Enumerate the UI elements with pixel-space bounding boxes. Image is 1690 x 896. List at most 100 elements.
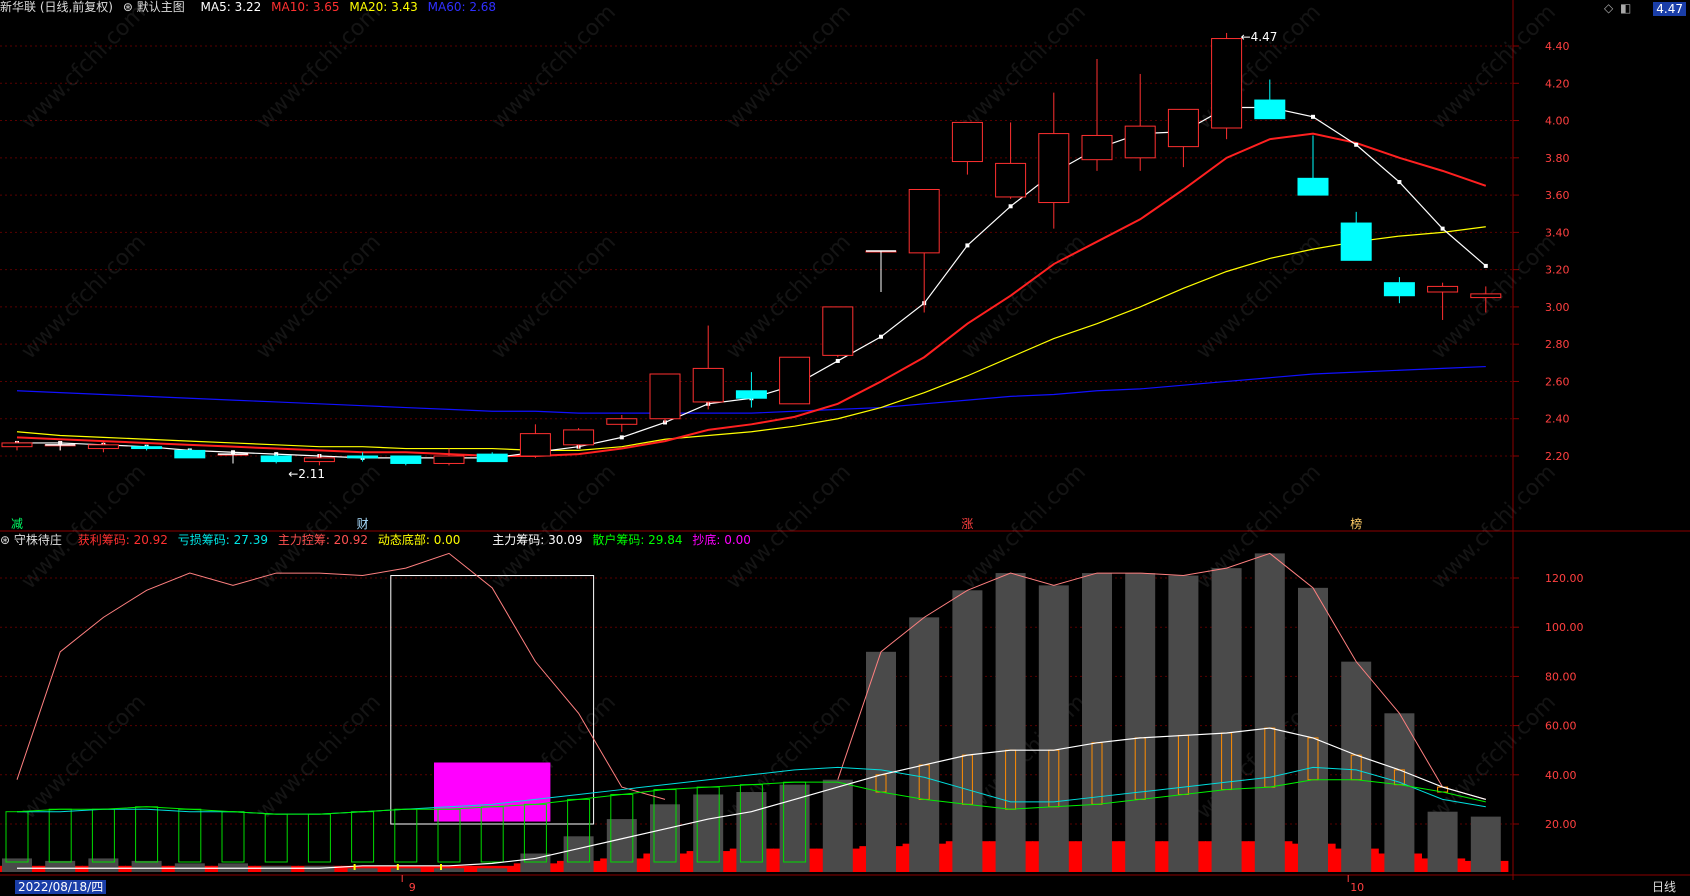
retail-chip-bar [91, 808, 115, 863]
price-tick-label: 3.20 [1545, 264, 1570, 277]
indicator-name[interactable]: ⊛ 守株待庄 [0, 533, 62, 547]
chip-volume-bar [520, 853, 551, 872]
candle-body [131, 446, 163, 450]
candle-body [347, 455, 379, 459]
candle-body [1, 442, 33, 448]
stock-title[interactable]: 新华联 (日线,前复权) [0, 0, 113, 14]
candle [563, 428, 595, 449]
ma5-point [965, 243, 970, 248]
watermark-text: www.cfchi.com [1427, 460, 1561, 594]
candle [131, 444, 163, 451]
watermark-text: www.cfchi.com [722, 460, 856, 594]
candle-body [260, 455, 292, 463]
retail-chip-bar [221, 811, 245, 863]
panel-toggle-icon: ◧ [1620, 1, 1631, 15]
current-price-box: 4.47 [1653, 2, 1686, 16]
watermark-text: www.cfchi.com [722, 0, 856, 134]
ma5-point [1008, 204, 1013, 209]
candle-body [390, 455, 422, 464]
indicator-tick-label: 20.00 [1545, 818, 1577, 831]
candle-body [649, 373, 681, 420]
indicator-header: ⊛ 守株待庄 获利筹码: 20.92 亏损筹码: 27.39 主力控筹: 20.… [0, 533, 757, 547]
event-tag: 财 [357, 517, 369, 531]
candle [390, 455, 422, 466]
candle [995, 122, 1027, 199]
main-chips-label: 主力筹码: 30.09 [492, 533, 583, 547]
main-chart-header: 新华联 (日线,前复权) ⊛ 默认主图 MA5: 3.22 MA10: 3.65… [0, 0, 502, 14]
candle [649, 373, 681, 423]
diamond-icon: ◇ [1604, 1, 1614, 15]
ma20-label: MA20: 3.43 [349, 0, 418, 14]
candle [951, 121, 983, 175]
ma5-point [1440, 226, 1445, 231]
candle [779, 356, 811, 405]
retail-chip-bar [135, 806, 159, 863]
candle [822, 306, 854, 358]
candle [1038, 92, 1070, 229]
candle [606, 415, 638, 432]
candle-body [87, 444, 119, 450]
candle [1427, 282, 1459, 320]
chip-volume-bar [434, 868, 464, 872]
candle-body [822, 306, 854, 356]
candle-body [303, 457, 335, 463]
chip-volume-bar [1168, 575, 1199, 872]
candle-body [1038, 133, 1070, 204]
chip-volume-bar [1341, 661, 1372, 872]
price-tick-label: 2.60 [1545, 375, 1570, 388]
chip-volume-bar [390, 868, 421, 872]
chip-volume-bar [1298, 587, 1328, 872]
candle-body [1167, 108, 1199, 148]
main-control-label: 主力控筹: 20.92 [277, 533, 369, 547]
period-label[interactable]: 日线 [1651, 880, 1676, 894]
candle [1211, 32, 1243, 140]
price-tick-label: 2.20 [1545, 450, 1570, 463]
candle [1340, 211, 1372, 261]
candle-body [519, 433, 551, 457]
ma5-point [879, 334, 883, 339]
chip-volume-bar [736, 792, 767, 872]
template-label: 默认主图 [136, 0, 185, 14]
candle-body [1427, 285, 1459, 293]
chip-volume-bar [261, 865, 292, 872]
candle [735, 372, 767, 408]
signal-box [390, 575, 595, 825]
chip-volume-bar [347, 868, 378, 872]
low-marker: ←2.11 [288, 467, 325, 481]
candle [519, 424, 551, 458]
retail-chip-bar [178, 808, 202, 863]
indicator-tick-label: 60.00 [1545, 720, 1577, 733]
candle-body [1297, 177, 1329, 196]
profit-chips-line [837, 552, 1486, 800]
chip-volume-bar [131, 860, 162, 872]
candle-body [692, 367, 724, 403]
chip-volume-bar [952, 590, 983, 872]
ma20-line [16, 226, 1486, 452]
ma5-point [1311, 114, 1315, 119]
watermark-text: www.cfchi.com [1427, 690, 1561, 824]
candle-body [779, 356, 811, 405]
ma5-point [835, 358, 840, 363]
candle [692, 325, 724, 410]
watermark-text: www.cfchi.com [17, 690, 151, 824]
price-tick-label: 4.20 [1545, 77, 1570, 90]
template-selector[interactable]: ⊛ 默认主图 [122, 0, 185, 14]
candle [908, 189, 940, 313]
chip-volume-bar [1384, 713, 1415, 872]
event-tag: 减 [11, 517, 23, 531]
candle [1383, 277, 1415, 304]
candle [87, 441, 119, 453]
price-tick-label: 2.80 [1545, 338, 1570, 351]
chip-volume-bar [650, 804, 680, 872]
candle-body [995, 162, 1027, 198]
ma5-point [619, 435, 624, 440]
ma10-label: MA10: 3.65 [271, 0, 340, 14]
candle-body [563, 429, 595, 446]
candle [1124, 73, 1156, 171]
indicator-tick-label: 80.00 [1545, 670, 1577, 683]
candle [433, 448, 465, 466]
chip-volume-bar [477, 868, 508, 872]
candle-body [1340, 222, 1372, 261]
price-tick-label: 4.40 [1545, 40, 1570, 53]
